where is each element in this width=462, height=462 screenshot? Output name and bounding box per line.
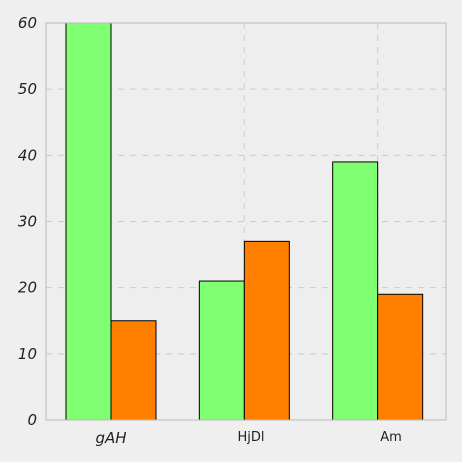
- y-tick-label: 50: [18, 80, 37, 98]
- y-tick-label: 30: [18, 213, 37, 231]
- bar-gAH-series-1: [65, 22, 112, 421]
- y-tick-label: 20: [18, 279, 37, 297]
- bars: [65, 22, 424, 421]
- plot-frame: [45, 22, 447, 421]
- bar-HjDl-series-1: [198, 280, 245, 421]
- bar-Am-series-2: [377, 293, 424, 421]
- bar-Am-series-1: [332, 161, 379, 421]
- x-tick-labels: gAH HjDl Am: [95, 429, 401, 447]
- x-tick-label: HjDl: [237, 430, 264, 445]
- bar-HjDl-series-2: [243, 240, 290, 421]
- bar-gAH-series-2: [110, 320, 157, 421]
- y-tick-label: 40: [18, 146, 37, 164]
- x-tick-label: Am: [380, 430, 402, 445]
- y-tick-label: 10: [18, 345, 37, 363]
- x-tick-label: gAH: [95, 429, 126, 447]
- y-tick-labels: 0 10 20 30 40 50 60: [18, 14, 37, 429]
- y-tick-label: 0: [27, 411, 37, 429]
- y-tick-label: 60: [18, 14, 37, 32]
